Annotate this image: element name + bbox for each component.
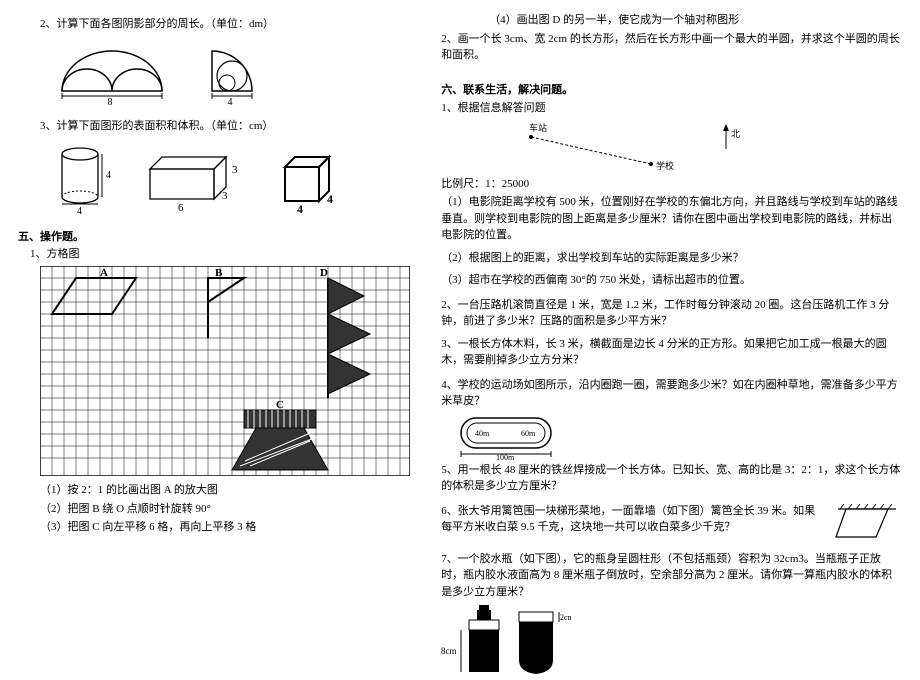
svg-text:2cm: 2cm <box>560 613 571 622</box>
r-p2: （2）根据图上的距离，求出学校到车站的实际距离是多少米？ <box>441 250 902 267</box>
fig-row-2: 8 4 <box>52 41 405 106</box>
track-figure: 40m 60m 100m <box>441 412 882 460</box>
r-q2: 2、画一个长 3cm、宽 2cm 的长方形，然后在长方形中画一个最大的半圆，并求… <box>441 31 902 64</box>
op-3: （3）把图 C 向左平移 6 格，再向上平移 3 格 <box>40 519 405 536</box>
svg-text:40m: 40m <box>475 429 490 438</box>
trapezoid-figure <box>832 501 902 543</box>
r-q5b: 5、用一根长 48 厘米的铁丝焊接成一个长方体。已知长、宽、高的比是 3：2：1… <box>441 462 902 495</box>
svg-text:100m: 100m <box>496 453 515 460</box>
quarter-circle-figure: 4 <box>202 41 272 106</box>
svg-text:8cm: 8cm <box>441 646 457 656</box>
sub-1-grid: 1、方格图 <box>30 246 405 263</box>
r-p3: （3）超市在学校的西偏南 30°的 750 米处，请标出超市的位置。 <box>441 272 902 289</box>
svg-text:车站: 车站 <box>529 122 547 133</box>
svg-text:C: C <box>276 399 284 411</box>
r-q2b: 2、一台压路机滚筒直径是 1 米，宽是 1.2 米，工作时每分钟滚动 20 圈。… <box>441 297 902 330</box>
section-6-title: 六、联系生活，解决问题。 <box>441 82 902 99</box>
right-column: （4）画出图 D 的另一半，使它成为一个轴对称图形 2、画一个长 3cm、宽 2… <box>423 0 920 651</box>
svg-text:4: 4 <box>297 202 303 216</box>
scale-text: 比例尺：1：25000 <box>441 176 902 193</box>
svg-text:6: 6 <box>178 202 184 214</box>
grid-figure-wrap: A B D C <box>40 266 405 476</box>
svg-text:D: D <box>320 267 328 279</box>
svg-text:4: 4 <box>228 97 233 106</box>
r-sub1: 1、根据信息解答问题 <box>441 100 902 117</box>
svg-text:A: A <box>100 267 108 279</box>
svg-text:3: 3 <box>232 164 238 176</box>
svg-text:4: 4 <box>77 206 82 217</box>
op-1: （1）按 2：1 的比画出图 A 的放大图 <box>40 482 405 499</box>
svg-text:4: 4 <box>106 170 111 181</box>
grid-ops: （1）按 2：1 的比画出图 A 的放大图 （2）把图 B 绕 O 点顺时针旋转… <box>40 482 405 536</box>
fig-row-3: 4 4 6 3 3 4 4 <box>52 142 405 217</box>
section-5-title: 五、操作题。 <box>18 229 405 246</box>
op-4: （4）画出图 D 的另一半，使它成为一个轴对称图形 <box>489 12 902 29</box>
r-q7b: 7、一个胶水瓶（如下图），它的瓶身呈圆柱形（不包括瓶颈）容积为 32cm3。当瓶… <box>441 551 902 601</box>
op-2: （2）把图 B 绕 O 点顺时针旋转 90° <box>40 501 405 518</box>
q2-perimeter: 2、计算下面各图阴影部分的周长。（单位：dm） <box>40 16 405 33</box>
r-p1: （1）电影院距离学校有 500 米，位置刚好在学校的东偏北方向，并且路线与学校到… <box>441 194 902 244</box>
cuboid-figure: 6 3 3 <box>142 147 247 217</box>
q3-volume: 3、计算下面图形的表面积和体积。（单位：cm） <box>40 118 405 135</box>
semicircle-figure: 8 <box>52 41 172 106</box>
r-q6b: 6、张大爷用篱笆围一块梯形菜地，一面靠墙（如下图）篱笆全长 39 米。如果每平方… <box>441 503 824 541</box>
svg-text:4: 4 <box>327 192 333 206</box>
svg-text:北: 北 <box>731 129 740 139</box>
svg-text:3: 3 <box>222 190 228 202</box>
bottle-figure: 8cm 2cm <box>441 602 872 680</box>
r-q3b: 3、一根长方体木料，长 3 米，横截面是边长 4 分米的正方形。如果把它加工成一… <box>441 336 902 369</box>
svg-text:学校: 学校 <box>656 160 674 171</box>
r-q4b: 4、学校的运动场如图所示，沿内圈跑一圈，需要跑多少米？如在内圈种草地，需准备多少… <box>441 377 902 410</box>
map-figure: 车站 学校 北 <box>471 119 902 174</box>
cylinder-figure: 4 4 <box>52 142 112 217</box>
svg-text:B: B <box>215 267 223 279</box>
cube-figure: 4 4 <box>277 147 347 217</box>
svg-text:60m: 60m <box>521 429 536 438</box>
grid-svg: A B D C <box>40 266 410 476</box>
left-column: 2、计算下面各图阴影部分的周长。（单位：dm） 8 4 3、计算下面图形的表面积… <box>0 0 423 651</box>
svg-text:8: 8 <box>108 97 113 106</box>
